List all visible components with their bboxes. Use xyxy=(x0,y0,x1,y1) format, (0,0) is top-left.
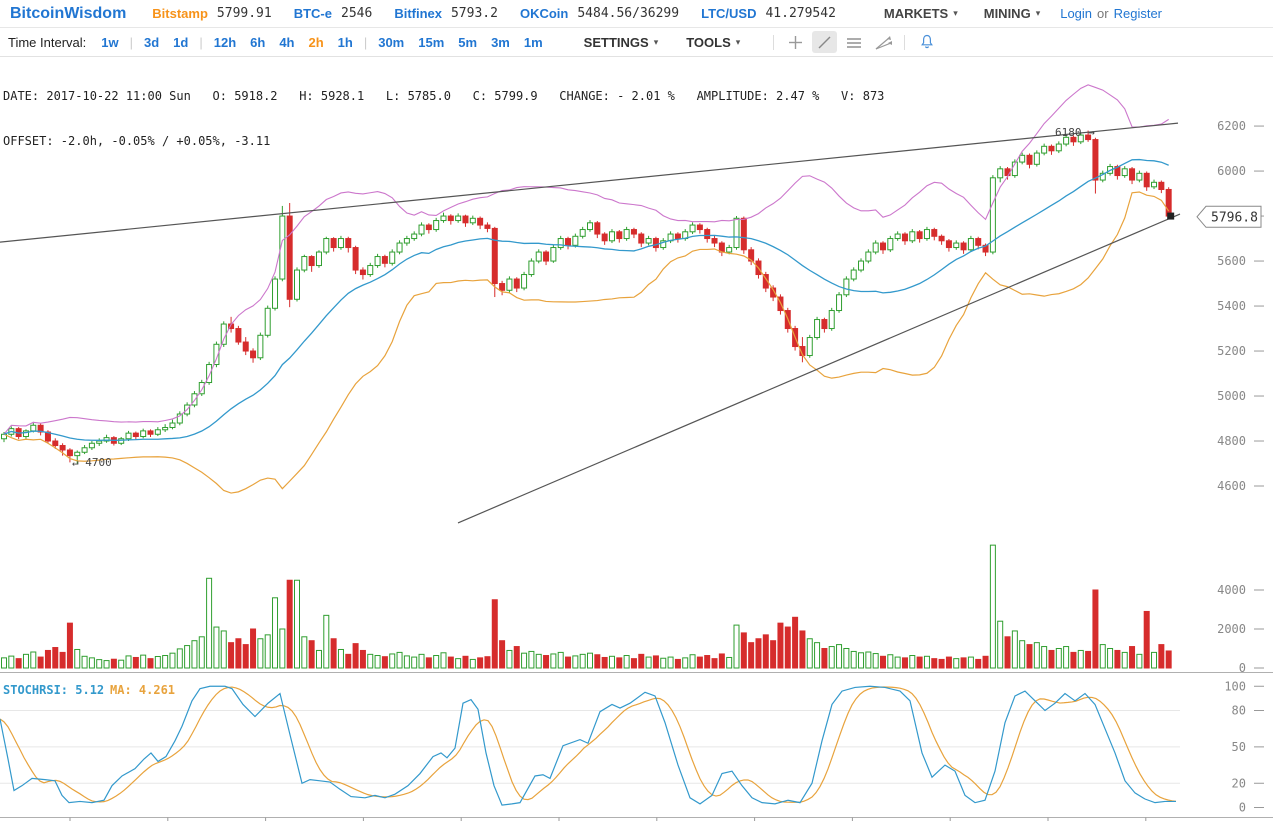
interval-5m[interactable]: 5m xyxy=(458,34,478,50)
chart-canvas[interactable]: 6200600056005400520050004800460040002000… xyxy=(0,57,1273,821)
price-axis-label: 5000 xyxy=(1217,389,1246,403)
alert-bell-icon[interactable] xyxy=(914,31,939,53)
markets-menu-label: MARKETS xyxy=(883,6,949,21)
chevron-down-icon: ▾ xyxy=(735,36,741,47)
settings-menu[interactable]: SETTINGS ▾ xyxy=(584,35,659,50)
interval-3d[interactable]: 3d xyxy=(144,34,160,50)
interval-1d[interactable]: 1d xyxy=(173,34,189,50)
ticker-name[interactable]: BTC-e xyxy=(293,6,332,21)
last-price-marker xyxy=(1167,212,1175,220)
ticker: OKCoin 5484.56/36299 xyxy=(520,6,679,21)
trendline xyxy=(0,122,1179,243)
volume-axis-label: 0 xyxy=(1239,661,1246,675)
login-link[interactable]: Login xyxy=(1060,6,1093,21)
crosshair-icon[interactable] xyxy=(783,31,808,53)
stochrsi-value-label: STOCHRSI: 5.12 xyxy=(3,683,104,697)
candles xyxy=(1,130,1172,464)
time-axis-ticks xyxy=(69,817,1147,821)
interval-1h[interactable]: 1h xyxy=(337,34,353,50)
bollinger-upper-line xyxy=(3,84,1169,435)
price-axis-label: 4800 xyxy=(1217,434,1246,448)
markets-menu[interactable]: MARKETS ▾ xyxy=(884,6,958,21)
ticker-price: 5793.2 xyxy=(450,6,498,21)
divider: | xyxy=(199,34,203,50)
stoch-axis-label: 80 xyxy=(1232,704,1246,718)
moving-average-line xyxy=(3,158,1169,441)
divider xyxy=(773,34,775,50)
ticker: Bitfinex 5793.2 xyxy=(394,6,498,21)
mining-menu-label: MINING xyxy=(983,6,1031,21)
trendline-icon[interactable] xyxy=(812,31,838,53)
ticker: Bitstamp 5799.91 xyxy=(152,6,271,21)
fan-lines-icon[interactable] xyxy=(870,31,895,53)
tool-icon-group xyxy=(766,31,941,53)
volume-axis-label: 4000 xyxy=(1217,583,1246,597)
chevron-down-icon: ▾ xyxy=(953,8,958,18)
interval-6h[interactable]: 6h xyxy=(250,34,266,50)
stochrsi-k-line xyxy=(0,685,1176,806)
ticker-price: 5799.91 xyxy=(216,6,272,21)
stochrsi-ma-line xyxy=(0,686,1177,803)
stochrsi-ma-value-label: MA: 4.261 xyxy=(110,683,175,697)
ticker-name[interactable]: Bitstamp xyxy=(152,6,208,21)
trendline xyxy=(457,213,1181,524)
stoch-axis-label: 100 xyxy=(1224,679,1246,693)
header: BitcoinWisdom Bitstamp 5799.91 BTC-e 2546 Bi… xyxy=(0,0,1273,28)
interval-12h[interactable]: 12h xyxy=(213,34,237,50)
price-annotation: ↵ 4700 xyxy=(72,456,112,469)
tools-menu-label: TOOLS xyxy=(686,34,731,50)
divider: | xyxy=(129,34,133,50)
stoch-axis-label: 0 xyxy=(1239,801,1246,815)
price-axis-label: 6200 xyxy=(1217,119,1246,133)
volume-axis-label: 2000 xyxy=(1217,622,1246,636)
ticker: BTC-e 2546 xyxy=(294,6,373,21)
chevron-down-icon: ▾ xyxy=(653,36,659,47)
ticker-name[interactable]: OKCoin xyxy=(519,6,569,21)
bollinger-lower-line xyxy=(3,191,1170,494)
interval-4h[interactable]: 4h xyxy=(279,34,295,50)
stoch-axis-label: 20 xyxy=(1232,776,1246,790)
toolbar: Time Interval: 1w | 3d 1d | 12h 6h 4h 2h 1h | 30m 15… xyxy=(0,28,1273,57)
logo[interactable]: BitcoinWisdom xyxy=(10,4,127,22)
ticker-price: 5484.56/36299 xyxy=(577,6,680,21)
ticker-price: 41.279542 xyxy=(765,6,836,21)
register-link[interactable]: Register xyxy=(1113,6,1163,21)
divider xyxy=(904,34,906,50)
stoch-axis-label: 50 xyxy=(1232,740,1246,754)
price-axis-label: 5600 xyxy=(1217,254,1246,268)
interval-30m[interactable]: 30m xyxy=(378,34,405,50)
ticker-list: Bitstamp 5799.91 BTC-e 2546 Bitfinex 5793.2 OK… xyxy=(152,6,858,21)
volume-bars xyxy=(1,544,1172,669)
tools-menu[interactable]: TOOLS ▾ xyxy=(686,35,740,50)
current-price-tag: 5796.8 xyxy=(1196,205,1262,228)
ticker: LTC/USD 41.279542 xyxy=(701,6,836,21)
svg-text:5796.8: 5796.8 xyxy=(1211,210,1258,225)
price-annotation: 6180 → xyxy=(1055,126,1095,139)
price-axis-label: 6000 xyxy=(1217,164,1246,178)
chevron-down-icon: ▾ xyxy=(1035,8,1041,18)
right-axis: 6200600056005400520050004800460040002000… xyxy=(1217,119,1264,815)
stoch-gridlines xyxy=(0,710,1180,784)
or-text: or xyxy=(1097,6,1109,21)
mining-menu[interactable]: MINING ▾ xyxy=(984,6,1040,21)
ticker-name[interactable]: LTC/USD xyxy=(701,6,757,21)
interval-1m[interactable]: 1m xyxy=(523,34,543,50)
interval-list: 1w | 3d 1d | 12h 6h 4h 2h 1h | 30m 15m 5m 3m 1m xyxy=(94,35,549,50)
interval-1w[interactable]: 1w xyxy=(101,34,119,50)
horizontal-lines-icon[interactable] xyxy=(841,31,866,53)
interval-3m[interactable]: 3m xyxy=(491,34,510,50)
price-axis-label: 5400 xyxy=(1217,299,1246,313)
divider: | xyxy=(363,34,368,50)
ticker-name[interactable]: Bitfinex xyxy=(394,6,442,21)
ticker-price: 2546 xyxy=(341,6,373,21)
settings-menu-label: SETTINGS xyxy=(583,34,649,50)
interval-15m[interactable]: 15m xyxy=(418,34,445,50)
price-axis-label: 4600 xyxy=(1217,479,1246,493)
auth-links: Login or Register xyxy=(1060,6,1162,21)
price-axis-label: 5200 xyxy=(1217,344,1246,358)
time-interval-label: Time Interval: xyxy=(8,34,87,50)
interval-2h[interactable]: 2h xyxy=(308,34,324,50)
